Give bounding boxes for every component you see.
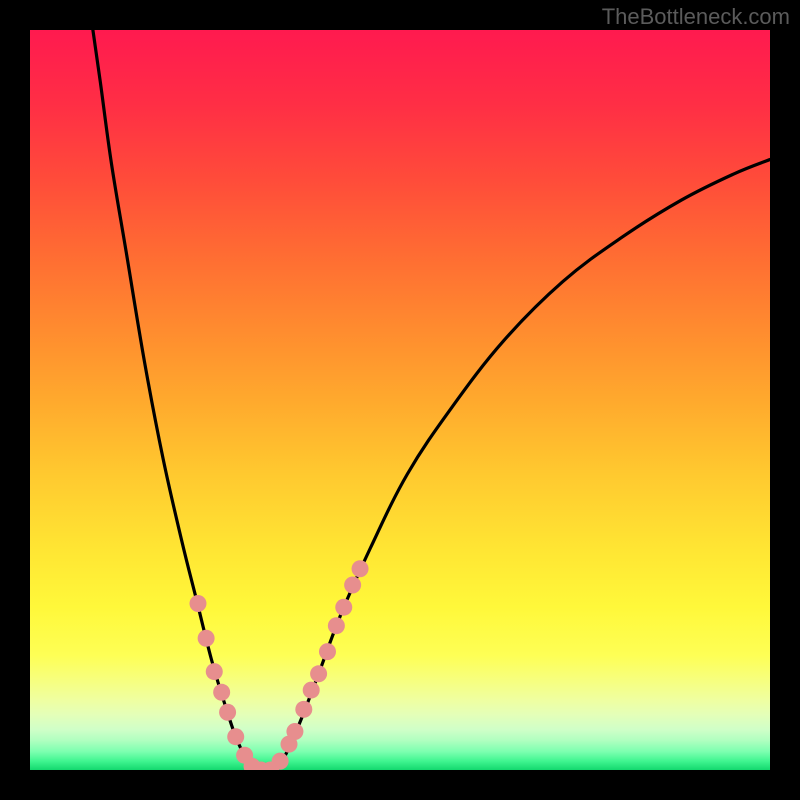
overlay-dot <box>303 682 320 699</box>
overlay-dot <box>344 577 361 594</box>
overlay-dot <box>189 595 206 612</box>
overlay-dot <box>328 617 345 634</box>
overlay-dot <box>310 665 327 682</box>
plot-area <box>30 30 770 770</box>
overlay-dot <box>227 728 244 745</box>
overlay-dot <box>335 599 352 616</box>
chart-frame: TheBottleneck.com <box>0 0 800 800</box>
chart-svg <box>30 30 770 770</box>
overlay-dot <box>206 663 223 680</box>
gradient-background <box>30 30 770 770</box>
overlay-dot <box>295 701 312 718</box>
overlay-dot <box>319 643 336 660</box>
watermark-text: TheBottleneck.com <box>602 4 790 30</box>
overlay-dot <box>213 684 230 701</box>
overlay-dot <box>219 704 236 721</box>
overlay-dot <box>286 723 303 740</box>
overlay-dot <box>198 630 215 647</box>
overlay-dot <box>352 560 369 577</box>
overlay-dot <box>272 753 289 770</box>
